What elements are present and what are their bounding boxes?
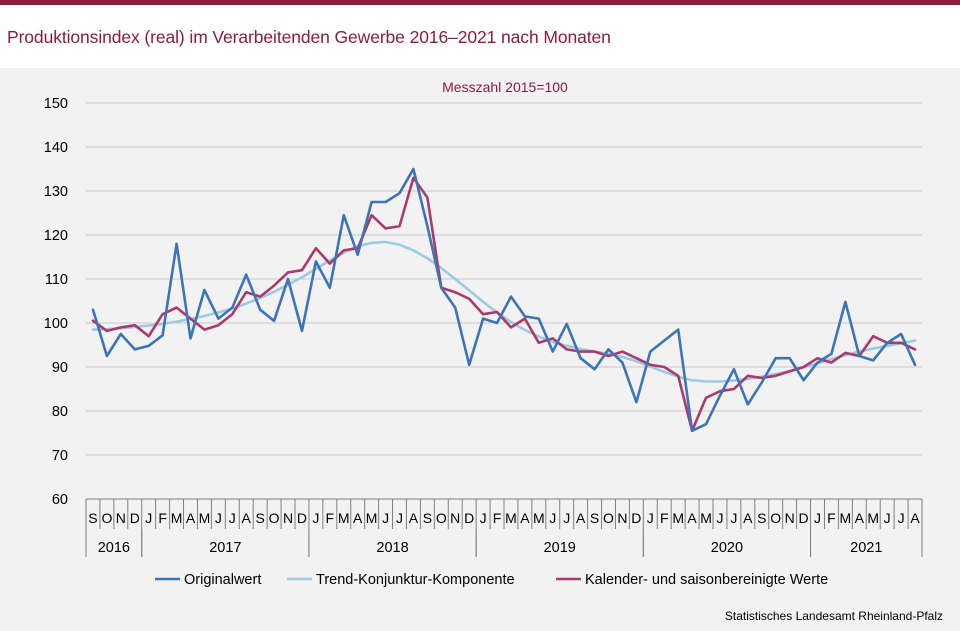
x-tick-label: J (730, 510, 737, 526)
chart-panel (0, 68, 960, 631)
x-tick-label: M (840, 510, 852, 526)
x-tick-label: O (603, 510, 614, 526)
series-lines (91, 167, 917, 433)
x-tick-label: F (660, 510, 669, 526)
x-tick-label: M (533, 510, 545, 526)
chart-subtitle: Messzahl 2015=100 (442, 79, 568, 95)
y-tick-label: 140 (44, 140, 68, 156)
x-tick-label: J (814, 510, 821, 526)
x-tick-label: M (700, 510, 712, 526)
legend-label: Kalender- und saisonbereinigte Werte (585, 572, 828, 588)
x-tick-label: J (898, 510, 905, 526)
x-tick-label: J (549, 510, 556, 526)
legend: Originalwert Trend-Konjunktur-Komponente K… (155, 572, 828, 588)
x-tick-label: S (88, 510, 97, 526)
x-tick-label: A (687, 510, 697, 526)
y-tick-label: 130 (44, 184, 68, 200)
y-axis: 60 70 80 90 100 110 120 130 140 150 (44, 96, 68, 508)
x-tick-label: D (631, 510, 641, 526)
x-tick-label: F (326, 510, 335, 526)
x-tick-label: A (242, 510, 252, 526)
x-tick-label: A (520, 510, 530, 526)
x-tick-label: M (366, 510, 378, 526)
x-tick-label: A (743, 510, 753, 526)
x-tick-label: A (576, 510, 586, 526)
x-tick-label: O (269, 510, 280, 526)
year-label: 2019 (544, 540, 576, 556)
x-tick-label: N (116, 510, 126, 526)
x-tick-label: J (382, 510, 389, 526)
x-tick-label: M (672, 510, 684, 526)
top-accent-bar (0, 0, 960, 5)
x-tick-label: A (910, 510, 920, 526)
x-tick-label: J (229, 510, 236, 526)
x-tick-label: M (199, 510, 211, 526)
header: Produktionsindex (real) im Verarbeitende… (0, 5, 960, 68)
x-tick-label: M (505, 510, 517, 526)
x-tick-label: F (158, 510, 167, 526)
x-tick-label: J (145, 510, 152, 526)
legend-label: Originalwert (184, 572, 261, 588)
year-label: 2018 (376, 540, 408, 556)
x-tick-label: J (563, 510, 570, 526)
y-tick-label: 60 (52, 492, 68, 508)
series-line-0 (91, 167, 917, 433)
y-tick-label: 100 (44, 316, 68, 332)
x-tick-label: N (283, 510, 293, 526)
y-tick-label: 70 (52, 448, 68, 464)
x-tick-label: D (130, 510, 140, 526)
x-tick-label: F (827, 510, 836, 526)
x-tick-label: J (884, 510, 891, 526)
x-tick-label: A (186, 510, 196, 526)
year-label: 2016 (98, 540, 130, 556)
source-note: Statistisches Landesamt Rheinland-Pfalz (725, 609, 943, 623)
x-tick-label: J (312, 510, 319, 526)
legend-label: Trend-Konjunktur-Komponente (316, 572, 515, 588)
x-tick-label: M (171, 510, 183, 526)
x-tick-label: J (647, 510, 654, 526)
x-tick-label: F (493, 510, 502, 526)
x-tick-label: O (770, 510, 781, 526)
x-tick-label: O (101, 510, 112, 526)
x-tick-label: M (338, 510, 350, 526)
x-tick-label: N (785, 510, 795, 526)
x-tick-label: J (716, 510, 723, 526)
x-tick-label: O (436, 510, 447, 526)
x-tick-label: N (617, 510, 627, 526)
x-tick-label: M (867, 510, 879, 526)
year-label: 2017 (209, 540, 241, 556)
x-tick-label: A (409, 510, 419, 526)
x-tick-label: A (353, 510, 363, 526)
year-label: 2021 (850, 540, 882, 556)
x-tick-label: S (423, 510, 432, 526)
chart-title: Produktionsindex (real) im Verarbeitende… (7, 27, 611, 47)
x-tick-label: S (255, 510, 264, 526)
year-label: 2020 (711, 540, 743, 556)
x-tick-label: D (799, 510, 809, 526)
y-tick-label: 80 (52, 404, 68, 420)
x-tick-label: J (480, 510, 487, 526)
x-tick-label: D (464, 510, 474, 526)
y-tick-label: 150 (44, 96, 68, 112)
gridlines (86, 102, 922, 456)
y-tick-label: 120 (44, 228, 68, 244)
x-tick-label: N (450, 510, 460, 526)
x-tick-label: J (215, 510, 222, 526)
series-line-2 (91, 176, 917, 433)
x-tick-label: S (757, 510, 766, 526)
x-tick-label: D (297, 510, 307, 526)
y-tick-label: 110 (45, 272, 68, 288)
x-tick-label: S (590, 510, 599, 526)
x-tick-label: J (396, 510, 403, 526)
x-tick-label: A (855, 510, 865, 526)
y-tick-label: 90 (52, 360, 68, 376)
